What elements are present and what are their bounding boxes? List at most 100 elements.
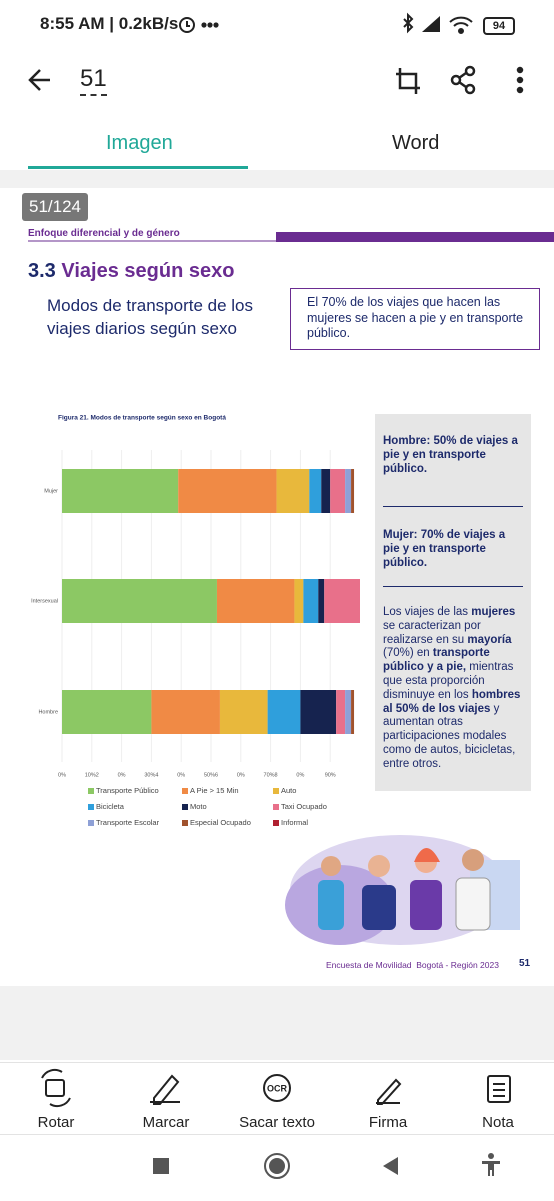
x-tick-label: 0%: [118, 772, 126, 778]
x-tick-label: 0%: [177, 772, 185, 778]
chart-title: Figura 21. Modos de transporte según sex…: [58, 415, 226, 422]
heading: 3.3 Viajes según sexo: [28, 260, 234, 283]
bar-segment: [219, 690, 268, 734]
heading-number: 3.3: [28, 260, 56, 282]
legend-swatch: [182, 788, 188, 794]
x-tick-label: 70%8: [264, 772, 278, 778]
legend-label: Transporte Escolar: [96, 818, 160, 827]
bar-segment: [351, 690, 355, 734]
paragraph-segment: Los viajes de las: [383, 606, 472, 618]
paragraph-segment: (70%) en: [383, 647, 433, 660]
bar-segment: [151, 690, 220, 734]
bar-segment: [336, 690, 346, 734]
bar-segment: [330, 469, 346, 513]
legend-label: Informal: [281, 818, 308, 827]
bar-segment: [309, 469, 322, 513]
page-badge: 51/124: [22, 193, 88, 221]
nav-divider: [0, 1134, 554, 1135]
status-icons: [179, 12, 473, 34]
toolbar-icons[interactable]: [41, 1068, 511, 1108]
x-tick-label: 50%6: [204, 772, 218, 778]
app-title[interactable]: 51: [80, 64, 107, 96]
bar-segment: [178, 469, 277, 513]
separator: [383, 506, 523, 507]
illustration: [285, 835, 520, 945]
bar-segment: [62, 469, 179, 513]
paragraph-segment: mientras que esta proporción disminuye e…: [383, 661, 514, 701]
section-bar: [276, 232, 554, 242]
category-label: Hombre: [38, 709, 58, 715]
tab[interactable]: Word: [392, 132, 440, 154]
side-hombre: Hombre: 50% de viajes a pie y en transpo…: [383, 435, 518, 475]
legend-swatch: [88, 820, 94, 826]
bar-segment: [318, 579, 325, 623]
bar-segment: [345, 690, 352, 734]
legend-label: Transporte Público: [96, 786, 159, 795]
toolbar-button[interactable]: Sacar texto: [239, 1114, 315, 1131]
separator: [383, 586, 523, 587]
subtitle: Modos de transporte de los viajes diario…: [47, 296, 254, 338]
paragraph-segment: se caracterizan por realizarse en su: [383, 619, 481, 646]
section-label: Enfoque diferencial y de género: [28, 228, 180, 239]
category-label: Intersexual: [31, 598, 58, 604]
paragraph-segment: transporte público y a pie,: [383, 647, 490, 674]
x-tick-label: 0%: [296, 772, 304, 778]
toolbar-button[interactable]: Rotar: [37, 1114, 75, 1131]
x-tick-label: 90%: [325, 772, 336, 778]
bar-segment: [294, 579, 304, 623]
footer-source: Encuesta de Movilidad Bogotá - Región 20…: [326, 960, 499, 970]
status-bar: 8:55 AM | 0.2kB/s 94: [0, 0, 554, 48]
bar-segment: [303, 579, 319, 623]
bar-segment: [216, 579, 295, 623]
x-tick-label: 0%: [237, 772, 245, 778]
legend-swatch: [182, 804, 188, 810]
category-label: Mujer: [44, 488, 58, 494]
tab[interactable]: Imagen: [106, 132, 173, 154]
side-mujer: Mujer: 70% de viajes a pie y en transpor…: [383, 529, 506, 569]
heading-text: Viajes según sexo: [61, 260, 235, 282]
paragraph-segment: mayoría: [467, 633, 512, 646]
x-tick-label: 30%4: [144, 772, 158, 778]
bar-segment: [276, 469, 310, 513]
bar-segment: [62, 579, 217, 623]
x-tick-label: 0%: [58, 772, 66, 778]
legend-label: Especial Ocupado: [190, 818, 251, 827]
bar-segment: [345, 469, 352, 513]
tab-indicator: [28, 166, 248, 169]
bar-segment: [321, 469, 331, 513]
side-paragraph: Los viajes de las mujeres se caracteriza…: [383, 606, 523, 772]
nav-bar[interactable]: [153, 1153, 500, 1179]
toolbar-button[interactable]: Nota: [482, 1114, 514, 1131]
paragraph-segment: mujeres: [471, 606, 516, 618]
legend-swatch: [273, 804, 279, 810]
legend-label: Bicicleta: [96, 802, 125, 811]
bar-segment: [62, 690, 152, 734]
callout: El 70% de los viajes que hacen las mujer…: [290, 288, 540, 350]
legend-label: A Pie > 15 Min: [190, 786, 239, 795]
toolbar-button[interactable]: Firma: [368, 1114, 408, 1131]
legend-swatch: [182, 820, 188, 826]
ocr-icon-text: OCR: [267, 1083, 288, 1093]
bar-segment: [267, 690, 301, 734]
legend-label: Taxi Ocupado: [281, 802, 327, 811]
legend-swatch: [88, 788, 94, 794]
legend-label: Auto: [281, 786, 296, 795]
bar-segment: [351, 469, 355, 513]
bar-segment: [324, 579, 360, 623]
status-text: 8:55 AM | 0.2kB/s: [40, 14, 179, 33]
toolbar-button[interactable]: Marcar: [142, 1114, 190, 1131]
paragraph-segment: hombres al 50% de los viajes: [383, 688, 521, 715]
legend-swatch: [88, 804, 94, 810]
side-panel: [375, 414, 531, 791]
legend-swatch: [273, 820, 279, 826]
legend-swatch: [273, 788, 279, 794]
battery: 94: [483, 17, 515, 35]
paragraph-segment: y aumentan otras participaciones modales…: [383, 702, 516, 770]
legend-label: Moto: [190, 802, 207, 811]
toolbar-labels: Rotar Marcar Sacar texto Firma Nota: [0, 1114, 554, 1134]
bar-segment: [300, 690, 337, 734]
footer-page: 51: [519, 958, 531, 969]
app-icons[interactable]: [28, 65, 524, 95]
